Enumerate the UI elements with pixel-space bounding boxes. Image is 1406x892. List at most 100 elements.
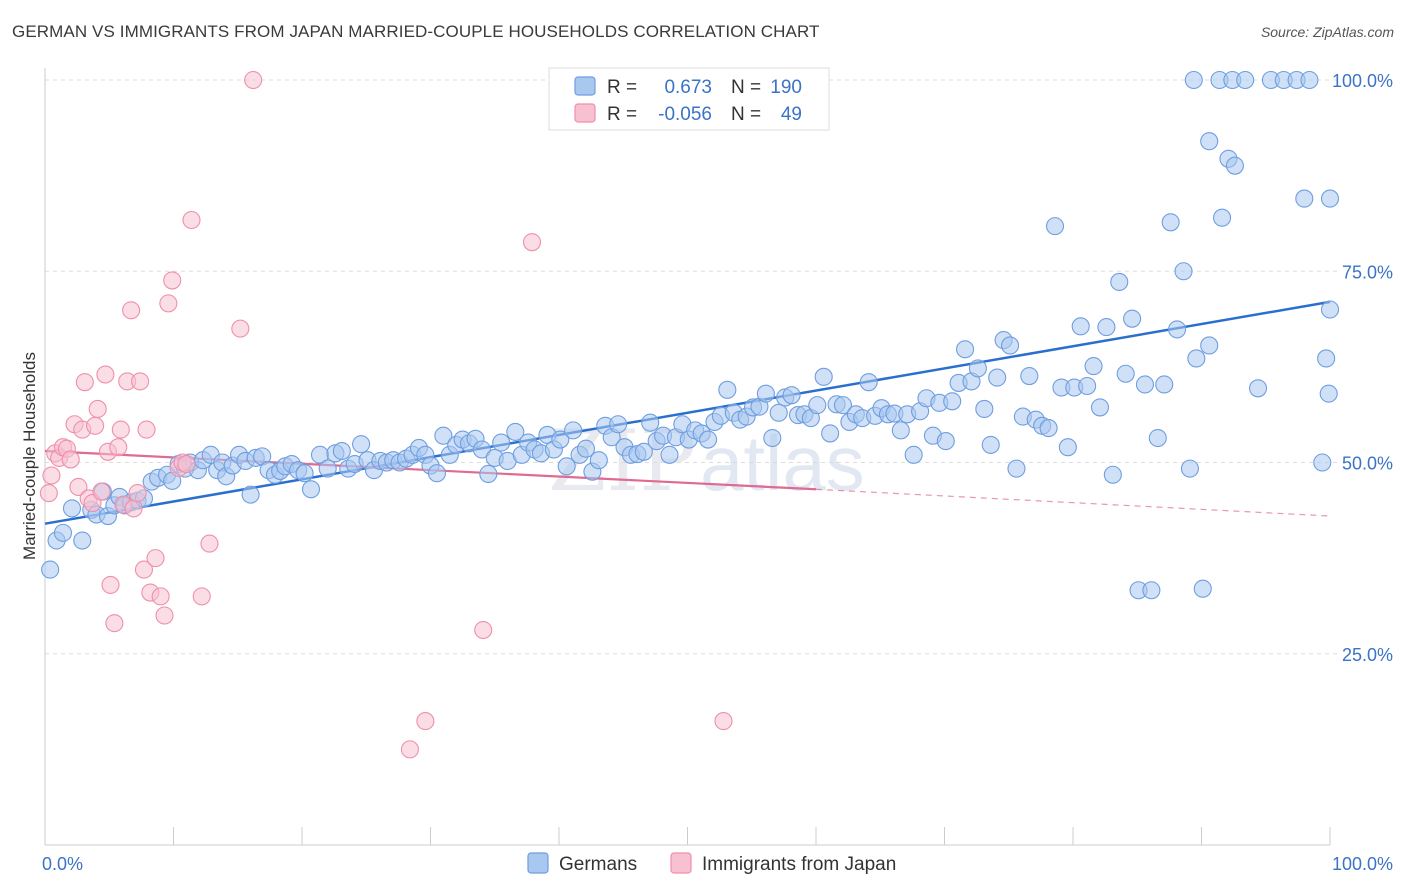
japan-point — [128, 484, 147, 503]
germans-point — [479, 464, 498, 484]
japan-point — [163, 271, 182, 290]
japan-point — [182, 210, 201, 230]
germans-point — [1248, 379, 1268, 398]
japan-point — [200, 534, 219, 553]
chart-source: Source: ZipAtlas.com — [1260, 24, 1394, 40]
germans-point — [332, 441, 351, 461]
legend-n-label-2: N = — [731, 104, 761, 125]
germans-point — [891, 421, 910, 440]
germans-point — [1180, 459, 1199, 478]
germans-point — [956, 340, 975, 359]
germans-point — [641, 413, 660, 432]
germans-point — [492, 433, 511, 452]
japan-point — [131, 372, 150, 391]
germans-point — [769, 403, 788, 422]
germans-point — [1168, 320, 1187, 339]
japan-point — [105, 614, 124, 633]
y-tick-label-25: 25.0% — [1342, 645, 1393, 665]
germans-point — [968, 359, 987, 378]
germans-point — [821, 424, 840, 443]
legend-n-value-2: 49 — [781, 104, 802, 125]
germans-point — [1084, 357, 1103, 376]
germans-point — [1097, 318, 1116, 337]
bottom-legend-germans: Germans — [559, 854, 637, 875]
japan-point — [124, 499, 143, 518]
germans-point — [557, 457, 576, 476]
y-tick-label-50: 50.0% — [1342, 454, 1393, 474]
y-axis-label: Married-couple Households — [20, 352, 39, 560]
japan-point — [177, 454, 196, 474]
japan-point — [522, 233, 542, 252]
legend-swatch-pink — [574, 103, 596, 123]
germans-point — [936, 432, 955, 451]
germans-point — [981, 435, 1000, 454]
germans-point — [1295, 189, 1314, 208]
germans-point — [1161, 213, 1180, 232]
germans-point — [634, 442, 653, 461]
germans-point — [506, 422, 525, 441]
japan-point — [159, 294, 178, 313]
bottom-legend-japan: Immigrants from Japan — [702, 854, 896, 875]
japan-point — [231, 319, 250, 338]
japan-point — [146, 549, 165, 568]
germans-point — [718, 380, 737, 399]
germans-point — [564, 421, 583, 440]
germans-point — [1155, 375, 1174, 394]
germans-point — [1020, 367, 1039, 386]
germans-point — [904, 445, 923, 464]
japan-point — [134, 560, 153, 579]
japan-point — [69, 477, 88, 497]
japan-point — [122, 301, 141, 320]
germans-point — [318, 459, 337, 478]
germans-point — [1213, 208, 1232, 227]
germans-point — [1148, 428, 1167, 448]
y-tick-label-100: 100.0% — [1332, 71, 1393, 91]
germans-point — [1071, 317, 1090, 336]
germans-point — [609, 415, 628, 434]
axes — [44, 68, 1331, 846]
germans-point — [808, 396, 827, 415]
germans-point — [1317, 349, 1336, 368]
series-legend: Germans Immigrants from Japan — [527, 852, 896, 875]
germans-point — [1184, 70, 1203, 90]
legend-n-value-1: 190 — [770, 77, 802, 98]
japan-point — [151, 587, 170, 606]
germans-point — [782, 386, 801, 405]
germans-point — [1103, 465, 1122, 484]
germans-point — [1058, 438, 1077, 457]
germans-point — [988, 368, 1007, 387]
germans-point — [1123, 309, 1142, 328]
germans-point — [589, 451, 608, 470]
japan-point — [88, 399, 107, 419]
germans-point — [576, 439, 596, 458]
germans-point — [975, 399, 994, 419]
germans-point — [699, 430, 718, 449]
japan-point — [400, 740, 419, 759]
germans-point — [1200, 132, 1219, 151]
germans-point — [1187, 349, 1206, 368]
japan-point — [92, 482, 111, 501]
germans-point — [295, 464, 314, 483]
legend-r-value-2: -0.056 — [658, 104, 712, 125]
legend-r-label-2: R = — [607, 104, 637, 125]
germans-point — [434, 426, 453, 445]
germans-point — [1000, 336, 1020, 355]
germans-point — [1135, 375, 1155, 394]
germans-point — [1320, 300, 1340, 319]
japan-point — [86, 416, 105, 435]
germans-point — [1116, 364, 1135, 383]
germans-point — [1045, 217, 1065, 236]
japan-point — [42, 466, 61, 485]
germans-point — [1174, 262, 1193, 281]
japan-points — [39, 70, 733, 759]
germans-point — [1142, 581, 1161, 600]
germans-point — [53, 523, 73, 542]
germans-point — [472, 440, 491, 459]
legend-n-label-1: N = — [731, 77, 761, 98]
germans-point — [833, 396, 853, 415]
germans-point — [763, 428, 782, 448]
germans-point — [1200, 336, 1219, 355]
germans-point — [1007, 459, 1026, 478]
germans-point — [1319, 384, 1338, 403]
